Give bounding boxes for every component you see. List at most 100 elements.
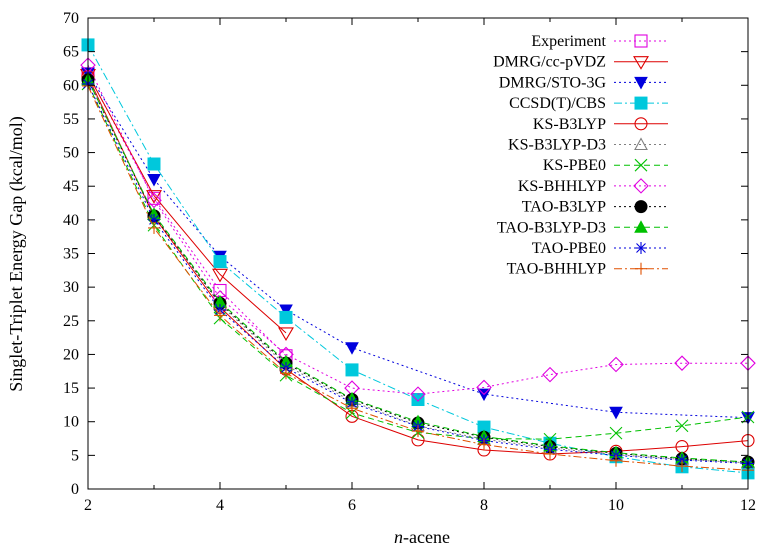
marker-shape bbox=[633, 178, 649, 194]
legend-marker bbox=[633, 178, 649, 194]
data-point bbox=[148, 221, 160, 234]
data-point bbox=[478, 438, 490, 451]
y-tick-label: 70 bbox=[63, 10, 79, 27]
x-axis-title-italic: n bbox=[394, 527, 403, 547]
data-point bbox=[412, 425, 424, 438]
y-tick-label: 60 bbox=[63, 77, 79, 94]
legend-label: TAO-PBE0 bbox=[532, 240, 606, 257]
series-line bbox=[87, 78, 749, 464]
legend-marker bbox=[634, 34, 648, 48]
y-tick-label: 20 bbox=[63, 346, 79, 363]
y-tick-label: 55 bbox=[63, 111, 79, 128]
data-point bbox=[147, 191, 161, 205]
legend-label: KS-B3LYP bbox=[533, 116, 606, 133]
data-point bbox=[147, 157, 161, 171]
marker-shape bbox=[609, 406, 623, 420]
series-layer bbox=[80, 38, 756, 480]
data-point bbox=[410, 386, 426, 402]
y-tick-label: 50 bbox=[63, 145, 79, 162]
plot-frame bbox=[87, 17, 749, 490]
series-tao-bhhlyp bbox=[82, 79, 754, 477]
data-point bbox=[213, 255, 227, 269]
data-point bbox=[212, 268, 228, 283]
legend-item-dmrg-sto-3g: DMRG/STO-3G bbox=[499, 74, 668, 91]
x-axis-title-rest: -acene bbox=[403, 527, 450, 547]
y-tick-label: 10 bbox=[63, 414, 79, 431]
marker-shape bbox=[677, 455, 687, 465]
legend-marker bbox=[634, 76, 648, 90]
legend-item-ks-pbe0: KS-PBE0 bbox=[543, 157, 668, 174]
legend-item-ks-b3lyp: KS-B3LYP bbox=[533, 116, 668, 133]
data-point bbox=[279, 310, 293, 324]
data-point bbox=[609, 406, 623, 420]
data-point bbox=[279, 304, 293, 318]
marker-shape bbox=[634, 96, 648, 110]
marker-shape bbox=[634, 220, 648, 233]
x-tick-label: 8 bbox=[480, 497, 488, 514]
series-line bbox=[87, 76, 749, 455]
series-line bbox=[87, 72, 749, 419]
legend-item-tao-pbe0: TAO-PBE0 bbox=[532, 240, 668, 257]
legend-item-tao-bhhlyp: TAO-BHHLYP bbox=[507, 261, 668, 278]
y-tick-label: 15 bbox=[63, 380, 79, 397]
marker-shape bbox=[212, 268, 228, 283]
legend-item-ccsd-t-cbs: CCSD(T)/CBS bbox=[509, 95, 668, 112]
y-tick-label: 45 bbox=[63, 178, 79, 195]
plot-background bbox=[88, 18, 748, 489]
legend-marker bbox=[634, 220, 648, 233]
marker-shape bbox=[609, 426, 623, 440]
legend-label: CCSD(T)/CBS bbox=[509, 95, 606, 112]
x-tick-label: 12 bbox=[740, 497, 756, 514]
data-point bbox=[146, 192, 162, 209]
legend-item-ks-bhhlyp: KS-BHHLYP bbox=[518, 178, 668, 195]
marker-shape bbox=[411, 393, 425, 407]
marker-shape bbox=[213, 255, 227, 269]
marker-shape bbox=[633, 56, 649, 70]
legend: Experiment DMRG/cc-pVDZ DMRG/STO-3G CCSD(T)… bbox=[493, 33, 668, 278]
y-axis-title: Singlet-Triplet Energy Gap (kcal/mol) bbox=[6, 116, 27, 391]
marker-shape bbox=[345, 363, 359, 377]
marker-shape bbox=[636, 243, 646, 253]
legend-label: KS-BHHLYP bbox=[518, 178, 606, 195]
legend-item-tao-b3lyp-d3: TAO-B3LYP-D3 bbox=[497, 219, 668, 236]
marker-shape bbox=[674, 355, 690, 371]
marker-shape bbox=[147, 191, 161, 205]
y-tick-label: 0 bbox=[71, 481, 79, 498]
data-point bbox=[608, 356, 624, 373]
data-point bbox=[411, 393, 425, 407]
series-line bbox=[87, 64, 748, 395]
marker-shape bbox=[634, 76, 648, 90]
legend-marker bbox=[634, 158, 648, 172]
y-tick-label: 5 bbox=[71, 447, 79, 464]
y-tick-label: 35 bbox=[63, 246, 79, 263]
y-tick-label: 25 bbox=[63, 313, 79, 330]
marker-shape bbox=[634, 158, 648, 172]
legend-marker bbox=[633, 56, 649, 70]
legend-item-tao-b3lyp: TAO-B3LYP bbox=[522, 199, 668, 216]
marker-shape bbox=[608, 356, 624, 373]
data-point bbox=[674, 355, 690, 371]
legend-label: KS-PBE0 bbox=[543, 157, 606, 174]
x-axis-title: n-acene bbox=[394, 527, 450, 547]
marker-shape bbox=[147, 157, 161, 171]
data-point bbox=[542, 366, 558, 383]
data-point bbox=[147, 173, 161, 187]
data-point bbox=[610, 454, 622, 467]
legend-label: KS-B3LYP-D3 bbox=[508, 137, 606, 154]
marker-shape bbox=[410, 386, 426, 402]
data-point bbox=[214, 309, 226, 322]
axes-layer: 0 5 10 15 20 25 30 35 40 45 50 55 60 65 70 2 4 6 8 10 12 bbox=[63, 10, 756, 514]
legend-marker bbox=[635, 262, 647, 275]
marker-shape bbox=[634, 137, 648, 151]
legend-item-experiment: Experiment bbox=[531, 33, 668, 50]
data-point bbox=[676, 460, 688, 473]
data-point bbox=[346, 402, 358, 415]
marker-shape bbox=[278, 327, 294, 341]
legend-marker bbox=[634, 200, 648, 214]
marker-shape bbox=[146, 192, 162, 209]
data-point bbox=[609, 426, 623, 440]
legend-label: DMRG/cc-pVDZ bbox=[493, 54, 606, 71]
data-point bbox=[675, 419, 689, 433]
legend-item-ks-b3lyp-d3: KS-B3LYP-D3 bbox=[508, 137, 668, 154]
